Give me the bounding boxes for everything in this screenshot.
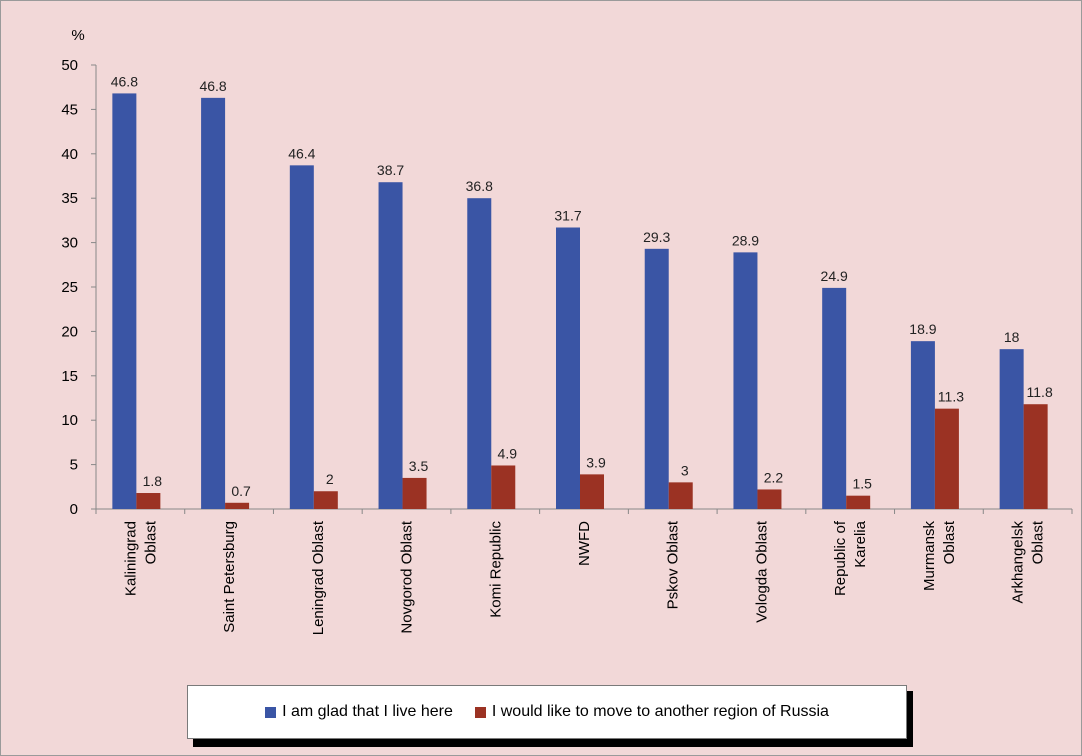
category-label: Leningrad Oblast: [310, 520, 327, 635]
bar-move: [136, 493, 161, 509]
category-label: Oblast: [941, 520, 958, 564]
bar-glad: [201, 97, 226, 509]
bar-glad: [556, 227, 580, 509]
category-label: Murmansk: [921, 521, 938, 592]
y-tick-label: 5: [70, 457, 78, 474]
data-label-glad: 46.8: [111, 73, 138, 89]
data-label-glad: 46.8: [199, 78, 226, 94]
data-label-glad: 28.9: [732, 232, 759, 248]
category-label: Kaliningrad: [122, 521, 139, 596]
bar-glad: [289, 165, 314, 509]
legend-label-glad: I am glad that I live here: [282, 703, 453, 720]
bar-glad: [999, 349, 1024, 509]
bar-move: [757, 489, 782, 509]
category-label: Oblast: [1030, 520, 1047, 564]
bar-move: [934, 408, 959, 509]
data-label-glad: 46.4: [288, 145, 315, 161]
bar-move: [491, 465, 516, 509]
data-label-move: 11.3: [938, 389, 964, 405]
data-label-move: 3.9: [586, 454, 606, 470]
data-label-glad: 29.3: [643, 229, 670, 245]
category-label: Novgorod Oblast: [399, 520, 416, 633]
legend-item-glad: I am glad that I live here: [265, 703, 453, 721]
y-tick-label: 0: [70, 501, 78, 518]
data-label-move: 4.9: [498, 445, 518, 461]
category-label: Komi Republic: [487, 521, 504, 618]
bar-move: [580, 474, 604, 509]
category-label: NWFD: [576, 521, 593, 566]
category-label: Republic of: [832, 520, 849, 596]
y-tick-label: 20: [61, 323, 78, 340]
category-label: Oblast: [142, 520, 159, 564]
data-label-move: 1.5: [852, 476, 872, 492]
legend-swatch-move: [474, 706, 486, 718]
category-label: Karelia: [852, 520, 869, 567]
y-tick-label: 30: [61, 235, 78, 252]
y-tick-label: 35: [61, 190, 78, 207]
bar-glad: [378, 182, 403, 509]
bar-glad: [644, 248, 669, 510]
data-label-move: 11.8: [1027, 384, 1053, 400]
bar-glad: [910, 341, 935, 509]
bars: [112, 93, 1048, 510]
bar-glad: [733, 252, 758, 510]
bar-move: [402, 477, 427, 509]
bar-glad: [112, 93, 137, 509]
data-label-glad: 24.9: [821, 268, 848, 284]
y-tick-label: 40: [61, 146, 78, 163]
legend-label-move: I would like to move to another region o…: [491, 703, 829, 720]
y-tick-label: 50: [61, 57, 78, 74]
data-label-glad: 36.8: [466, 178, 493, 194]
y-tick-label: 45: [61, 101, 78, 118]
data-labels: 46.8 1.8 46.8 0.7 46.4 2 38.7 3.5 36.8 4.9 31.7 3.9…: [111, 73, 1053, 498]
bar-glad: [822, 287, 847, 509]
data-label-move: 1.8: [143, 473, 163, 489]
data-label-move: 2.2: [764, 469, 784, 485]
bar-move: [846, 495, 871, 509]
y-tick-label: 25: [61, 279, 78, 296]
y-tick-label: 15: [61, 368, 78, 385]
axes: 0 5 10 15 20 25 30 35 40 45 50: [61, 57, 1073, 518]
data-label-move: 0.7: [231, 483, 251, 499]
category-labels: Kaliningrad Oblast Saint Petersburg Leningr…: [122, 520, 1046, 635]
bar-move: [225, 502, 250, 509]
data-label-glad: 18.9: [909, 321, 936, 337]
bar-move: [668, 482, 693, 509]
category-label: Arkhangelsk: [1010, 521, 1027, 604]
legend-swatch-glad: [265, 706, 277, 718]
category-label: Vologda Oblast: [753, 520, 770, 623]
legend-item-move: I would like to move to another region o…: [474, 703, 829, 721]
legend: I am glad that I live here I would like …: [187, 685, 907, 739]
bar-glad: [467, 198, 492, 509]
data-label-move: 3.5: [409, 458, 429, 474]
bar-move: [1023, 404, 1048, 509]
y-tick-label: 10: [61, 412, 78, 429]
data-label-glad: 38.7: [377, 162, 404, 178]
data-label-move: 3: [681, 462, 689, 478]
category-label: Pskov Oblast: [665, 520, 682, 609]
bar-move: [313, 491, 338, 509]
y-axis-unit-label: %: [71, 27, 84, 44]
category-label: Saint Petersburg: [221, 521, 238, 633]
data-label-move: 2: [326, 471, 334, 487]
data-label-glad: 31.7: [554, 208, 581, 224]
data-label-glad: 18: [1004, 329, 1020, 345]
